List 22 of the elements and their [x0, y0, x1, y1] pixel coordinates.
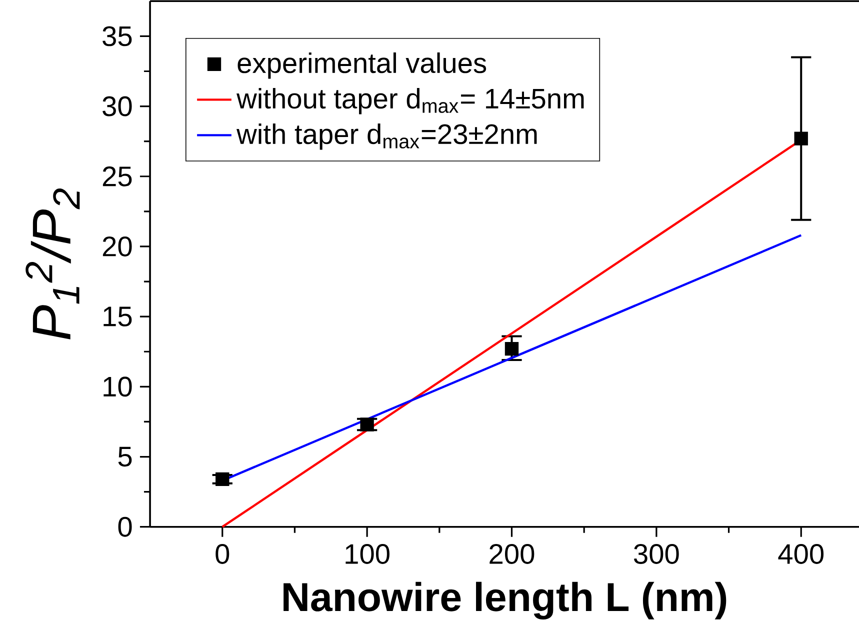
- x-tick-label: 100: [346, 544, 390, 564]
- y-axis-title: P$_{1}$$^{2}$/P$_{2}$: [26, 188, 80, 340]
- y-tick-label: 15: [104, 306, 132, 327]
- legend-label: experimental values: [238, 52, 486, 79]
- y-tick-label: 25: [102, 166, 132, 186]
- y-tick-label: 35: [102, 26, 132, 46]
- y-tick-label: 5: [118, 447, 132, 467]
- x-tick-label: 300: [634, 544, 679, 564]
- y-tick-label: 30: [102, 96, 132, 116]
- legend-label: without taper d$_{max}$= 14±5nm: [236, 88, 584, 114]
- y-tick-label: 0: [118, 516, 132, 537]
- y-tick-label: 10: [104, 376, 132, 397]
- y-tick-label: 20: [102, 236, 132, 257]
- x-tick-label: 400: [778, 544, 824, 564]
- point: [504, 342, 519, 356]
- point: [794, 132, 808, 146]
- legend-label: with taper d$_{max}$=23±2nm: [236, 124, 537, 150]
- x-tick-label: 0: [216, 544, 230, 564]
- x-axis-title: Nanowire length L (nm): [284, 582, 726, 620]
- x-tick-label: 200: [490, 544, 534, 564]
- point: [216, 472, 230, 486]
- point: [360, 418, 374, 432]
